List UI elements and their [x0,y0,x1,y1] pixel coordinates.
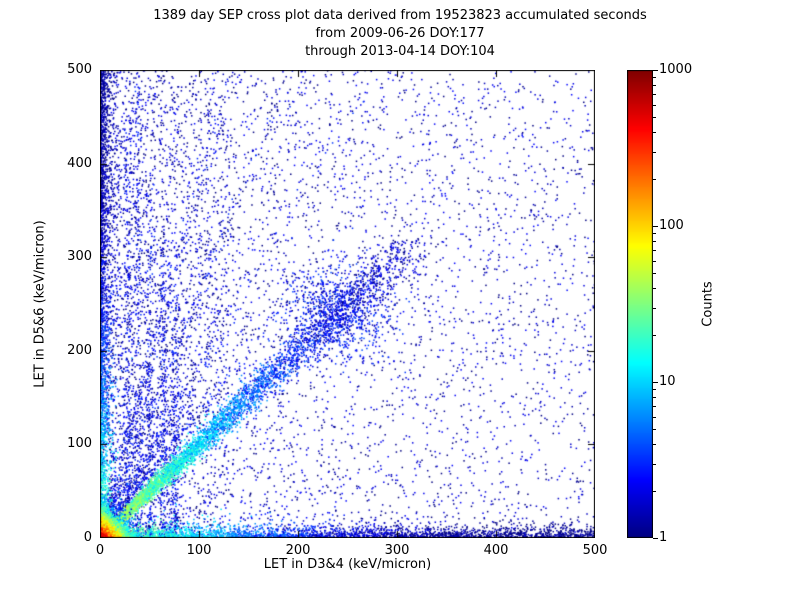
colorbar-minor-tick [653,241,656,243]
colorbar-minor-tick [653,397,656,399]
colorbar-tick-label: 100 [659,218,684,233]
colorbar-minor-tick [653,77,656,79]
colorbar-minor-tick [653,94,656,96]
colorbar-minor-tick [653,389,656,391]
y-tick-label: 100 [67,436,92,452]
colorbar-minor-tick [653,463,656,465]
colorbar-minor-tick [653,428,656,430]
colorbar-minor-tick [653,416,656,418]
x-axis-label: LET in D3&4 (keV/micron) [263,557,432,572]
plot-title: 1389 day SEP cross plot data derived fro… [153,8,647,23]
x-tick-label: 200 [285,543,311,558]
colorbar-canvas [627,70,653,538]
y-tick-label: 200 [67,342,92,358]
colorbar-tick-label: 10 [659,374,676,389]
colorbar-minor-tick [653,288,656,290]
y-axis-label: LET in D5&6 (keV/micron) [32,220,48,388]
x-tick-label: 100 [186,543,212,558]
x-tick-label: 300 [384,543,410,558]
x-tick-label: 400 [483,543,509,558]
colorbar-major-tick [653,382,658,383]
colorbar-minor-tick [653,233,656,235]
y-tick-label: 0 [83,530,92,545]
colorbar-major-tick [653,226,658,227]
colorbar-minor-tick [653,151,656,153]
colorbar-minor-tick [653,444,656,446]
colorbar-minor-tick [653,491,656,493]
colorbar-minor-tick [653,250,656,252]
colorbar-tick-label: 1000 [659,62,693,77]
plot-subtitle-from: from 2009-06-26 DOY:177 [315,26,485,41]
colorbar-minor-tick [653,307,656,309]
colorbar-minor-tick [653,406,656,408]
colorbar-minor-tick [653,132,656,134]
colorbar-minor-tick [653,85,656,87]
colorbar-minor-tick [653,335,656,337]
y-tick-label: 500 [67,62,92,77]
colorbar-minor-tick [653,179,656,181]
colorbar-tick-label: 1 [659,530,668,545]
y-tick-label: 300 [67,249,92,265]
x-tick-label: 500 [582,543,608,558]
colorbar-major-tick [653,538,658,539]
colorbar-minor-tick [653,272,656,274]
y-tick-label: 400 [67,155,92,171]
x-tick-label: 0 [95,543,105,558]
colorbar-minor-tick [653,104,656,106]
colorbar-minor-tick [653,116,656,118]
colorbar-major-tick [653,70,658,71]
plot-subtitle-through: through 2013-04-14 DOY:104 [305,44,495,59]
scatter-plot-canvas [100,70,595,538]
colorbar-minor-tick [653,260,656,262]
colorbar-label: Counts [700,281,716,327]
